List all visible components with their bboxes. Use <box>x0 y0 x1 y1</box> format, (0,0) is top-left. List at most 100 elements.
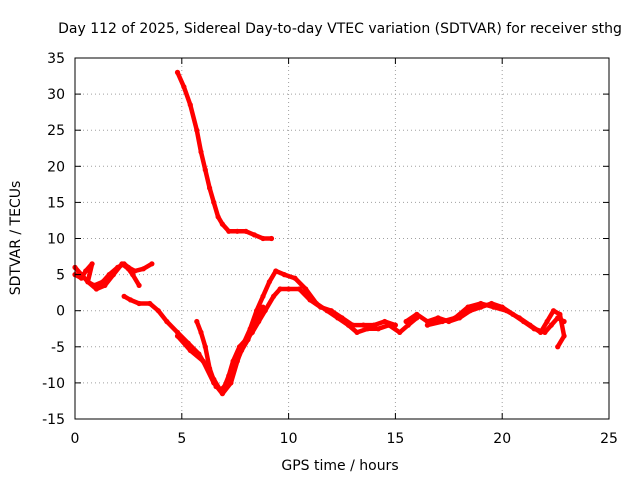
data-point <box>354 329 360 335</box>
data-point <box>324 308 330 314</box>
data-point <box>251 232 257 238</box>
data-point <box>78 272 84 278</box>
data-point <box>226 376 232 382</box>
data-point <box>194 318 200 325</box>
data-point <box>234 228 240 234</box>
data-point <box>202 344 208 350</box>
data-point <box>215 214 221 220</box>
y-tick-label: -5 <box>51 340 65 356</box>
data-point <box>89 261 95 267</box>
y-tick-label: 20 <box>47 159 65 175</box>
data-point <box>268 235 275 242</box>
data-point <box>211 199 217 205</box>
data-point <box>503 308 510 314</box>
data-point <box>102 282 108 288</box>
data-point <box>365 326 371 332</box>
x-tick-label: 0 <box>71 431 80 447</box>
data-point <box>345 322 351 328</box>
data-point <box>544 318 550 325</box>
data-point <box>121 293 127 299</box>
y-tick-label: -15 <box>42 412 65 428</box>
data-point <box>335 315 341 321</box>
data-point <box>207 185 213 191</box>
data-point <box>527 322 533 328</box>
data-point <box>465 304 471 310</box>
axis-ticks: 0 5 10 15 20 25 -15 -10 -5 0 5 10 15 20 25 30 35 <box>42 51 618 447</box>
data-point <box>260 293 266 299</box>
data-point <box>219 391 225 397</box>
data-point <box>491 304 497 310</box>
data-point <box>251 322 257 328</box>
data-point <box>557 311 563 317</box>
data-point <box>127 297 134 303</box>
y-tick-label: 25 <box>47 123 65 139</box>
data-point <box>260 304 266 310</box>
series-line-arc-8 <box>175 70 274 241</box>
series-line-arc-7 <box>425 301 567 350</box>
data-point <box>232 362 238 368</box>
data-point <box>207 365 213 372</box>
data-point <box>198 329 204 335</box>
y-tick-label: 35 <box>47 51 65 67</box>
data-point <box>110 272 116 278</box>
data-point <box>548 322 554 328</box>
data-point <box>424 322 430 328</box>
y-tick-label: -10 <box>42 376 65 392</box>
data-series <box>72 69 567 397</box>
data-point <box>371 322 377 328</box>
data-point <box>439 318 445 325</box>
data-point <box>130 272 136 278</box>
data-point <box>174 69 181 75</box>
data-point <box>164 318 170 325</box>
data-point <box>119 261 125 267</box>
data-point <box>397 329 403 335</box>
x-tick-label: 15 <box>386 431 404 447</box>
data-point <box>174 333 181 339</box>
data-point <box>200 358 206 364</box>
data-point <box>260 235 266 242</box>
data-point <box>313 300 319 307</box>
x-tick-label: 25 <box>600 431 618 447</box>
data-point <box>478 300 484 307</box>
data-point <box>277 286 283 292</box>
data-point <box>85 279 91 285</box>
data-point <box>187 102 193 108</box>
data-point <box>136 300 142 307</box>
data-point <box>219 221 225 227</box>
data-point <box>296 286 302 292</box>
data-point <box>147 300 153 307</box>
y-axis-label: SDTVAR / TECUs <box>8 181 24 296</box>
data-point <box>281 272 287 278</box>
x-axis-label: GPS time / hours <box>281 458 398 474</box>
data-point <box>140 266 146 272</box>
data-point <box>181 84 187 90</box>
data-point <box>452 315 458 321</box>
data-point <box>202 167 208 173</box>
data-point <box>194 127 200 133</box>
data-point <box>125 266 131 272</box>
data-point <box>245 337 251 343</box>
y-tick-label: 5 <box>56 268 65 284</box>
data-point <box>174 329 181 335</box>
data-point <box>155 308 161 314</box>
data-point <box>555 344 561 350</box>
data-point <box>303 286 309 292</box>
data-point <box>292 275 298 281</box>
data-point <box>219 387 225 393</box>
grid <box>75 58 609 419</box>
data-point <box>516 315 522 321</box>
data-point <box>254 308 260 314</box>
data-point <box>360 322 366 328</box>
data-point <box>239 347 245 353</box>
data-point <box>435 315 441 321</box>
y-tick-label: 30 <box>47 87 65 103</box>
data-point <box>266 279 272 285</box>
y-tick-label: 10 <box>47 232 65 248</box>
data-point <box>386 322 392 328</box>
x-tick-label: 20 <box>493 431 511 447</box>
series-line-arc-6 <box>403 301 567 335</box>
data-point <box>382 318 388 325</box>
data-point <box>213 383 219 390</box>
data-point <box>83 268 89 274</box>
